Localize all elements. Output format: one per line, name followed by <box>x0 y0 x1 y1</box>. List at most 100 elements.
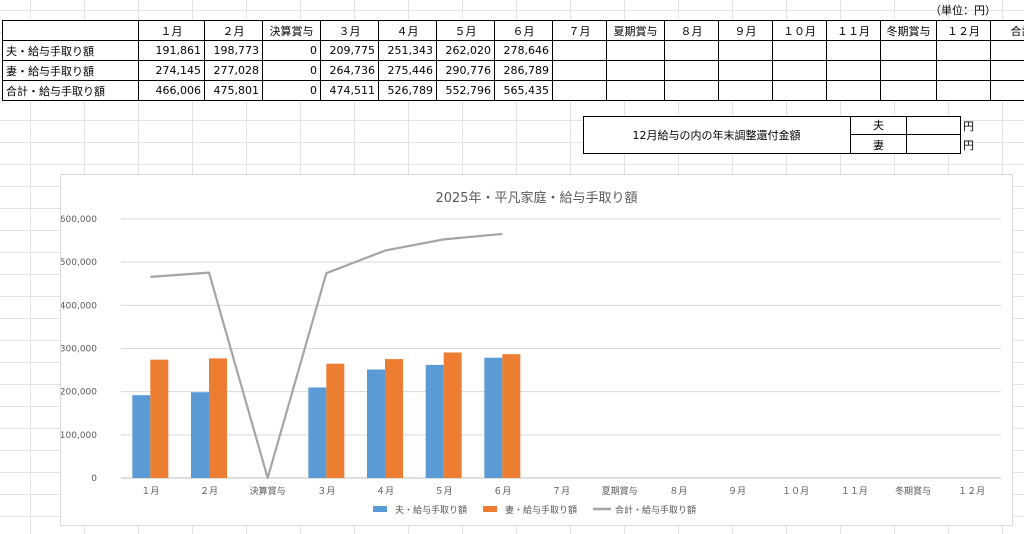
table-cell <box>826 40 881 61</box>
year-end-adjustment-box: 12月給与の内の年末調整還付金額 夫 妻 円 円 <box>583 116 974 154</box>
table-cell <box>936 60 991 81</box>
table-cell <box>990 80 1024 101</box>
x-tick-label: ６月 <box>493 486 511 497</box>
unit-note: （単位：円） <box>930 4 996 17</box>
table-cell: 277,028 <box>204 60 263 81</box>
legend-label: 妻・給与手取り額 <box>505 504 577 516</box>
row-label: 合計・給与手取り額 <box>2 80 139 101</box>
adjustment-who: 夫 <box>851 116 907 134</box>
table-cell: 278,646 <box>494 40 553 61</box>
table-cell <box>664 80 719 101</box>
adjustment-row-husband: 夫 <box>851 116 961 135</box>
table-cell <box>936 80 991 101</box>
y-tick-label: 200,000 <box>61 388 97 398</box>
column-header <box>2 20 139 41</box>
bar-1-3 <box>326 363 345 478</box>
adjustment-row-wife: 妻 <box>851 135 961 154</box>
table-cell <box>718 60 773 81</box>
x-tick-label: ３月 <box>317 486 335 497</box>
table-cell: 274,145 <box>138 60 205 81</box>
table-cell: 474,511 <box>320 80 379 101</box>
table-header-row: １月 ２月 決算賞与 ３月 ４月 ５月 ６月 ７月 夏期賞与 ８月 ９月 １０月 １１月 冬期賞与 １２月合… <box>2 20 1024 41</box>
bar-0-0 <box>132 395 151 478</box>
table-cell: 198,773 <box>204 40 263 61</box>
column-header: 夏期賞与 <box>606 20 665 41</box>
x-tick-label: ２月 <box>200 486 218 497</box>
table-cell: 565,435 <box>494 80 553 101</box>
x-tick-label: 冬期賞与 <box>895 485 931 497</box>
table-row: 妻・給与手取り額 274,145 277,028 0 264,736 275,446 290… <box>2 60 1024 81</box>
column-header: 合計 <box>990 20 1024 41</box>
table-cell <box>664 60 719 81</box>
bar-1-4 <box>385 359 403 478</box>
x-tick-label: １２月 <box>958 486 985 497</box>
column-header: ８月 <box>664 20 719 41</box>
y-tick-label: 300,000 <box>61 345 97 355</box>
table-cell <box>772 80 827 101</box>
adjustment-unit: 円 <box>963 139 974 152</box>
y-tick-label: 0 <box>91 474 97 484</box>
y-tick-label: 100,000 <box>61 431 97 441</box>
table-cell: 466,006 <box>138 80 205 101</box>
row-label: 夫・給与手取り額 <box>2 40 139 61</box>
column-header: ３月 <box>320 20 379 41</box>
column-header: 冬期賞与 <box>880 20 937 41</box>
table-cell <box>990 40 1024 61</box>
y-tick-label: 500,000 <box>61 258 97 268</box>
column-header: ９月 <box>718 20 773 41</box>
line-series-2 <box>150 232 503 480</box>
bar-1-5 <box>443 352 462 478</box>
table-cell: 0 <box>262 40 321 61</box>
table-cell <box>718 40 773 61</box>
table-cell: 0 <box>262 60 321 81</box>
bar-1-6 <box>502 354 521 478</box>
table-cell: 0 <box>262 80 321 101</box>
column-header: ２月 <box>204 20 263 41</box>
table-cell <box>606 40 665 61</box>
table-cell <box>826 60 881 81</box>
y-tick-label: 400,000 <box>61 301 97 311</box>
table-cell: 275,446 <box>378 60 437 81</box>
bar-0-1 <box>191 392 209 478</box>
table-cell <box>606 80 665 101</box>
table-cell: 475,801 <box>204 80 263 101</box>
table-row: 夫・給与手取り額 191,861 198,773 0 209,775 251,343 262… <box>2 40 1024 61</box>
table-cell: 191,861 <box>138 40 205 61</box>
legend-label: 夫・給与手取り額 <box>395 504 467 516</box>
bar-0-4 <box>367 369 385 478</box>
column-header: ７月 <box>552 20 607 41</box>
table-cell: 552,796 <box>436 80 495 101</box>
table-cell: 209,775 <box>320 40 379 61</box>
x-tick-label: ８月 <box>669 486 687 497</box>
table-cell <box>718 80 773 101</box>
table-cell <box>772 60 827 81</box>
adjustment-label: 12月給与の内の年末調整還付金額 <box>583 116 851 154</box>
table-cell: 526,789 <box>378 80 437 101</box>
adjustment-who: 妻 <box>851 135 907 154</box>
column-header: ６月 <box>494 20 553 41</box>
bar-0-5 <box>425 364 444 478</box>
table-cell: 251,343 <box>378 40 437 61</box>
table-cell <box>936 40 991 61</box>
table-cell <box>826 80 881 101</box>
column-header: ５月 <box>436 20 495 41</box>
chart-title: 2025年・平凡家庭・給与手取り額 <box>435 191 638 206</box>
table-cell <box>552 60 607 81</box>
table-cell: 264,736 <box>320 60 379 81</box>
table-cell <box>880 80 937 101</box>
x-tick-label: 夏期賞与 <box>602 485 638 497</box>
y-tick-label: 600,000 <box>61 215 97 225</box>
x-tick-label: ９月 <box>728 486 746 497</box>
column-header: １０月 <box>772 20 827 41</box>
table-cell <box>990 60 1024 81</box>
bar-0-3 <box>308 387 327 478</box>
column-header: 決算賞与 <box>262 20 321 41</box>
x-tick-label: ４月 <box>376 486 394 497</box>
x-tick-label: ５月 <box>435 486 453 497</box>
table-cell <box>772 40 827 61</box>
table-cell <box>880 40 937 61</box>
chart-area[interactable]: 2025年・平凡家庭・給与手取り額 0 100,000 200,000 300,000… <box>60 174 1013 526</box>
column-header: １１月 <box>826 20 881 41</box>
legend-swatch-0 <box>373 506 387 512</box>
table-cell <box>552 40 607 61</box>
